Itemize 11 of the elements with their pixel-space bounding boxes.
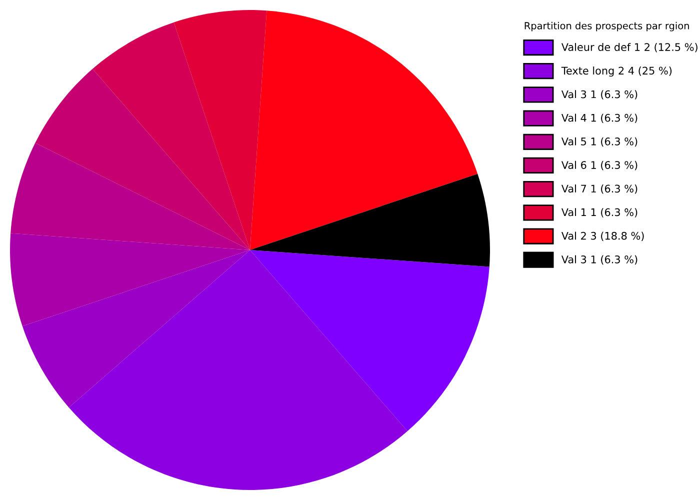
legend-label: Val 3 1 (6.3 %): [561, 255, 638, 265]
legend-label: Val 2 3 (18.8 %): [561, 232, 644, 241]
legend-label: Val 4 1 (6.3 %): [561, 114, 638, 124]
legend-label: Val 1 1 (6.3 %): [561, 208, 638, 218]
legend-label: Valeur de def 1 2 (12.5 %): [561, 42, 698, 52]
legend-label: Val 3 1 (6.3 %): [561, 90, 638, 100]
legend-label: Val 7 1 (6.3 %): [561, 184, 638, 194]
legend-label: Val 6 1 (6.3 %): [561, 160, 638, 170]
legend-label: Texte long 2 4 (25 %): [561, 66, 672, 77]
legend-title: Rpartition des prospects par rgion: [524, 22, 689, 32]
legend-label: Val 5 1 (6.3 %): [561, 137, 638, 147]
